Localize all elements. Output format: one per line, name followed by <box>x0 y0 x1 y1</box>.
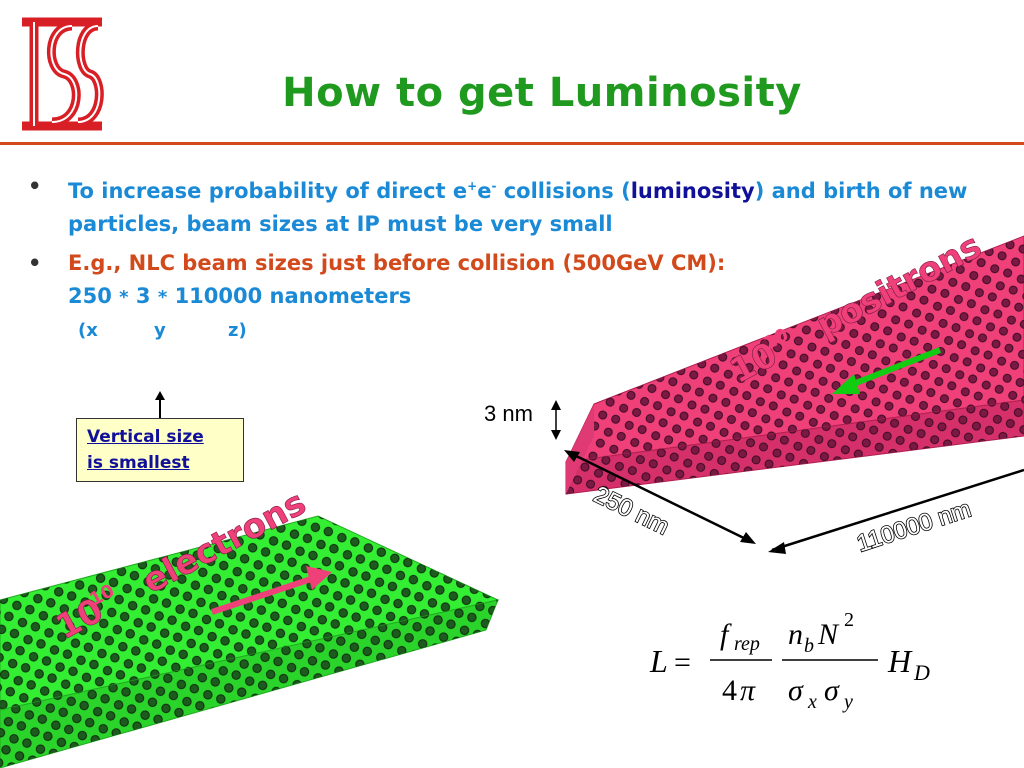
formula-pi: π <box>740 674 756 707</box>
callout-line-1: Vertical size <box>87 427 204 447</box>
formula-y: y <box>842 691 853 713</box>
bullet-list: • To increase probability of direct e+e-… <box>28 170 988 314</box>
bullet-dot: • <box>28 251 42 275</box>
bullet-1-text-b: e <box>477 179 492 203</box>
sup-plus: + <box>467 179 478 193</box>
formula-L: L <box>649 643 668 679</box>
sup-minus: - <box>491 179 497 193</box>
axis-y-label: y <box>154 320 166 341</box>
formula-equals: = <box>674 646 691 679</box>
bullet-2-line-1: E.g., NLC beam sizes just before collisi… <box>68 251 726 275</box>
formula-H: H <box>887 643 913 679</box>
times-sign: * <box>157 287 168 308</box>
size-x: 250 <box>68 284 112 308</box>
iss-logo <box>22 17 104 131</box>
bullet-1-text-d: ) and birth of new particles, beam sizes… <box>68 179 968 236</box>
positron-direction-arrow <box>832 347 942 394</box>
size-z: 110000 nanometers <box>174 284 412 308</box>
formula-b: b <box>804 635 814 657</box>
formula-D: D <box>913 660 930 685</box>
bullet-1-text-c: collisions ( <box>496 179 631 203</box>
electron-direction-arrow <box>211 566 332 615</box>
luminosity-formula: L = f rep 4 π n b N 2 σ x σ y H D <box>649 609 930 713</box>
callout-arrowhead <box>155 391 165 400</box>
callout-line-2: is smallest <box>87 453 190 473</box>
luminosity-keyword: luminosity <box>630 179 755 203</box>
size-y: 3 <box>135 284 151 308</box>
formula-x: x <box>807 691 817 713</box>
height-label: 3 nm <box>484 401 533 426</box>
axis-z-label: z) <box>228 320 247 341</box>
bullet-1: • To increase probability of direct e+e-… <box>28 170 988 241</box>
formula-rep: rep <box>734 633 760 655</box>
bullet-2-line-2: 250 * 3 * 110000 nanometers <box>68 284 411 308</box>
formula-N: N <box>817 618 840 651</box>
vertical-size-callout: Vertical size is smallest <box>76 418 244 482</box>
bullet-dot: • <box>28 174 42 198</box>
times-sign: * <box>119 287 129 308</box>
electron-beam <box>0 515 500 768</box>
bullet-1-text-a: To increase probability of direct e <box>68 179 468 203</box>
page-title: How to get Luminosity <box>282 70 802 116</box>
formula-two: 2 <box>844 609 854 631</box>
formula-n: n <box>788 618 803 651</box>
height-dimension: 3 nm <box>484 400 561 440</box>
axis-x-label: (x <box>78 320 98 341</box>
formula-sigma-y: σ <box>824 674 840 707</box>
formula-sigma-x: σ <box>788 674 804 707</box>
bullet-2: • E.g., NLC beam sizes just before colli… <box>28 247 988 314</box>
title-divider <box>0 142 1024 145</box>
length-dimension: 110000 nm <box>768 468 1024 559</box>
formula-four: 4 <box>722 674 737 707</box>
width-label: 250 nm <box>589 481 673 540</box>
positron-beam <box>565 235 1024 495</box>
formula-f: f <box>720 618 732 651</box>
